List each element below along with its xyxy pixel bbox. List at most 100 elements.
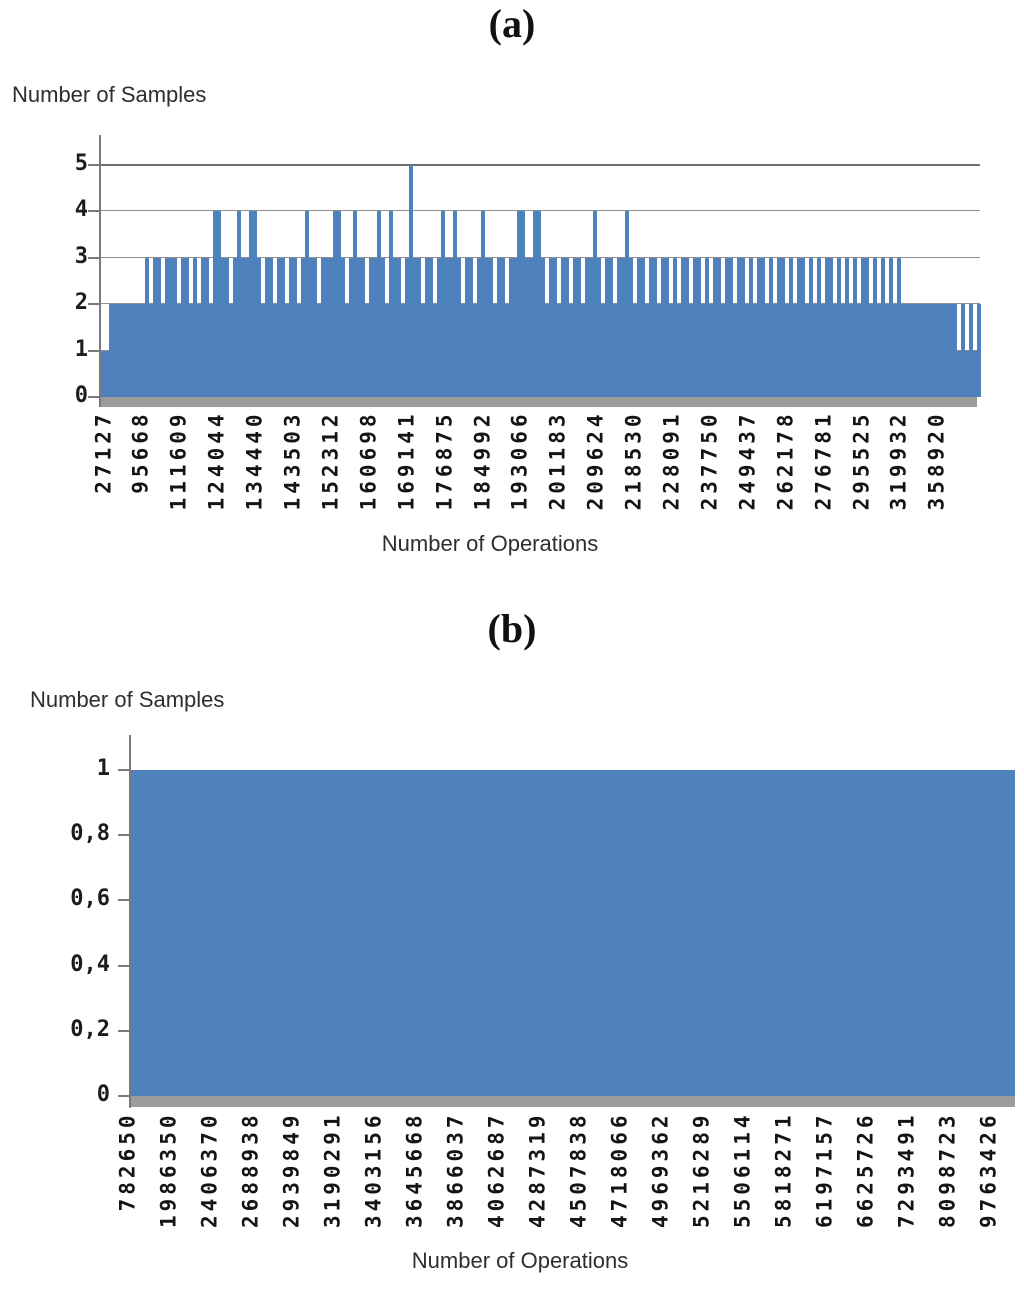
bar	[789, 257, 793, 397]
bar	[633, 304, 637, 397]
bar	[373, 257, 377, 397]
bar	[693, 257, 697, 397]
bar	[145, 257, 149, 397]
bar	[601, 304, 605, 397]
bar	[241, 257, 245, 397]
bar	[625, 211, 629, 397]
y-tick-mark	[88, 396, 100, 398]
bar	[197, 304, 201, 397]
bar	[689, 304, 693, 397]
x-tick-label: 8098723	[935, 1111, 959, 1229]
bar	[313, 257, 317, 397]
bar	[401, 304, 405, 397]
bar	[337, 211, 341, 397]
bar	[729, 257, 733, 397]
y-tick-label: 1	[96, 756, 110, 781]
bar	[581, 304, 585, 397]
bar	[837, 257, 841, 397]
bar	[481, 211, 485, 397]
bar	[133, 304, 137, 397]
bar	[521, 211, 525, 397]
bar	[349, 257, 353, 397]
bar	[149, 304, 153, 397]
bar	[833, 304, 837, 397]
bar	[869, 304, 873, 397]
bar	[589, 257, 593, 397]
bar	[493, 304, 497, 397]
bar	[177, 304, 181, 397]
bar	[261, 304, 265, 397]
bar	[465, 257, 469, 397]
bar	[473, 304, 477, 397]
bar	[377, 211, 381, 397]
bar	[421, 304, 425, 397]
bar	[749, 257, 753, 397]
bar	[569, 304, 573, 397]
x-tick-label: 4718066	[607, 1111, 631, 1229]
x-tick-label: 4969362	[648, 1111, 672, 1229]
bar	[249, 211, 253, 397]
bar	[549, 257, 553, 397]
bar	[457, 257, 461, 397]
bar	[805, 304, 809, 397]
bar	[777, 257, 781, 397]
bar	[649, 257, 653, 397]
bar	[333, 211, 337, 397]
bar	[477, 257, 481, 397]
bar	[289, 257, 293, 397]
x-tick-label: 4287319	[525, 1111, 549, 1229]
bar	[285, 304, 289, 397]
bar	[941, 304, 945, 397]
bar	[405, 257, 409, 397]
bar	[713, 257, 717, 397]
bar	[345, 304, 349, 397]
bar	[817, 257, 821, 397]
bar	[553, 257, 557, 397]
bar	[753, 304, 757, 397]
bar	[365, 304, 369, 397]
bar	[265, 257, 269, 397]
bar	[909, 304, 913, 397]
y-tick-label: 0	[96, 1082, 110, 1107]
bar	[721, 304, 725, 397]
x-tick-label: 3190291	[320, 1111, 344, 1229]
x-tick-label: 3866037	[443, 1111, 467, 1229]
bar	[697, 257, 701, 397]
bar	[645, 304, 649, 397]
y-tick-mark	[88, 210, 100, 213]
bar	[565, 257, 569, 397]
x-tick-label: 5818271	[771, 1111, 795, 1229]
y-tick-mark	[88, 303, 100, 306]
bar	[225, 257, 229, 397]
bar	[773, 304, 777, 397]
bar	[441, 211, 445, 397]
bar	[505, 304, 509, 397]
bar	[445, 257, 449, 397]
y-axis-line	[99, 135, 101, 407]
bar	[825, 257, 829, 397]
bar	[301, 257, 305, 397]
bar	[417, 257, 421, 397]
y-tick-mark	[88, 349, 100, 352]
bar	[933, 304, 937, 397]
bar	[561, 257, 565, 397]
bar	[637, 257, 641, 397]
bar	[965, 350, 969, 397]
bar	[353, 211, 357, 397]
bar	[733, 304, 737, 397]
chart-b-y-axis-title: Number of Samples	[30, 687, 225, 712]
bar	[865, 257, 869, 397]
bar	[657, 304, 661, 397]
y-tick-label: 1	[74, 336, 88, 362]
bar	[757, 257, 761, 397]
bar	[461, 304, 465, 397]
bar	[741, 257, 745, 397]
bar	[165, 257, 169, 397]
bar	[957, 350, 961, 397]
bar	[381, 257, 385, 397]
bar	[233, 257, 237, 397]
bar	[509, 257, 513, 397]
x-tick-label: 5216289	[689, 1111, 713, 1229]
bar	[897, 257, 901, 397]
bar	[761, 257, 765, 397]
